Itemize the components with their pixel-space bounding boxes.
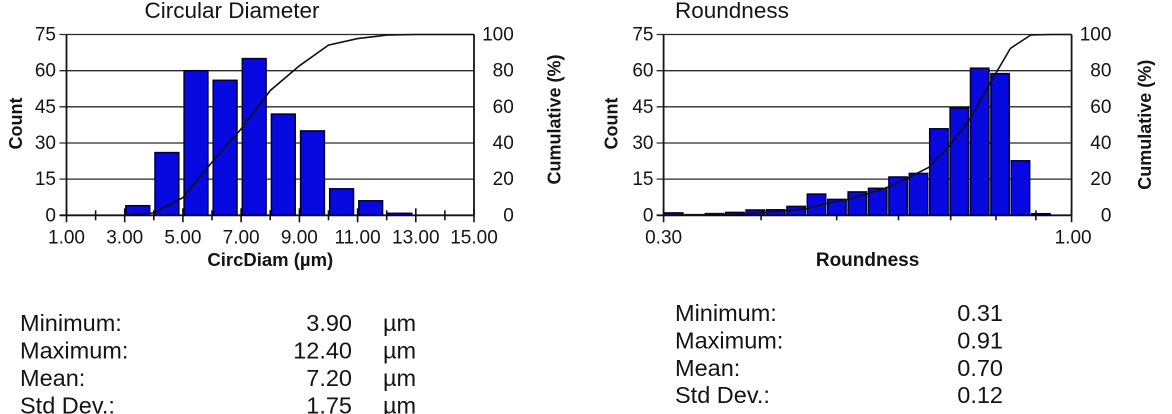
svg-text:80: 80 — [1090, 61, 1111, 82]
svg-text:Maximum:: Maximum: — [675, 327, 783, 353]
svg-text:11.00: 11.00 — [335, 228, 381, 249]
svg-text:9.00: 9.00 — [281, 228, 318, 249]
svg-text:100: 100 — [482, 25, 514, 46]
svg-text:7.20: 7.20 — [306, 365, 352, 391]
svg-text:0.12: 0.12 — [957, 382, 1003, 408]
svg-text:Maximum:: Maximum: — [20, 338, 128, 364]
svg-text:µm: µm — [383, 392, 416, 414]
svg-text:15: 15 — [632, 169, 653, 190]
svg-text:0.31: 0.31 — [957, 300, 1003, 326]
svg-text:Cumulative (%): Cumulative (%) — [545, 54, 565, 184]
svg-text:20: 20 — [493, 169, 514, 190]
svg-text:CircDiam (µm): CircDiam (µm) — [207, 249, 333, 270]
svg-text:30: 30 — [632, 133, 653, 154]
svg-text:µm: µm — [383, 310, 416, 336]
svg-text:Count: Count — [6, 98, 26, 150]
svg-text:Roundness: Roundness — [816, 250, 919, 271]
svg-text:0: 0 — [1101, 205, 1112, 226]
svg-text:3.90: 3.90 — [306, 310, 352, 336]
svg-text:1.00: 1.00 — [1055, 228, 1092, 249]
svg-text:Std Dev.:: Std Dev.: — [675, 382, 770, 408]
svg-text:15.00: 15.00 — [450, 228, 498, 249]
svg-text:100: 100 — [1080, 25, 1112, 46]
svg-text:40: 40 — [493, 133, 514, 154]
svg-text:75: 75 — [632, 25, 653, 46]
svg-text:Std Dev.:: Std Dev.: — [20, 392, 115, 414]
svg-text:5.00: 5.00 — [164, 228, 201, 249]
svg-text:0: 0 — [45, 205, 56, 226]
svg-text:45: 45 — [35, 97, 56, 118]
svg-text:75: 75 — [35, 25, 56, 46]
svg-text:0.30: 0.30 — [645, 228, 682, 249]
svg-text:1.75: 1.75 — [306, 392, 352, 414]
svg-text:20: 20 — [1090, 169, 1111, 190]
svg-text:7.00: 7.00 — [223, 228, 260, 249]
svg-text:Minimum:: Minimum: — [675, 300, 777, 326]
svg-text:60: 60 — [1090, 97, 1111, 118]
svg-text:Roundness: Roundness — [675, 0, 789, 23]
svg-text:0.70: 0.70 — [957, 355, 1003, 381]
svg-text:Count: Count — [602, 98, 622, 150]
svg-text:3.00: 3.00 — [106, 228, 143, 249]
svg-text:60: 60 — [493, 97, 514, 118]
svg-text:µm: µm — [383, 338, 416, 364]
svg-text:Cumulative (%): Cumulative (%) — [1135, 60, 1155, 190]
svg-text:0.91: 0.91 — [957, 327, 1003, 353]
svg-text:0: 0 — [643, 205, 654, 226]
svg-text:Circular Diameter: Circular Diameter — [145, 0, 321, 23]
svg-text:Mean:: Mean: — [675, 355, 740, 381]
svg-text:30: 30 — [35, 133, 56, 154]
svg-text:0: 0 — [503, 205, 514, 226]
svg-text:60: 60 — [632, 61, 653, 82]
svg-text:15: 15 — [35, 169, 56, 190]
svg-text:13.00: 13.00 — [392, 228, 440, 249]
svg-text:12.40: 12.40 — [293, 338, 352, 364]
svg-text:µm: µm — [383, 365, 416, 391]
svg-text:Minimum:: Minimum: — [20, 310, 122, 336]
svg-text:45: 45 — [632, 97, 653, 118]
svg-text:Mean:: Mean: — [20, 365, 85, 391]
svg-text:1.00: 1.00 — [48, 228, 85, 249]
svg-text:60: 60 — [35, 61, 56, 82]
svg-text:40: 40 — [1090, 133, 1111, 154]
svg-text:80: 80 — [493, 61, 514, 82]
